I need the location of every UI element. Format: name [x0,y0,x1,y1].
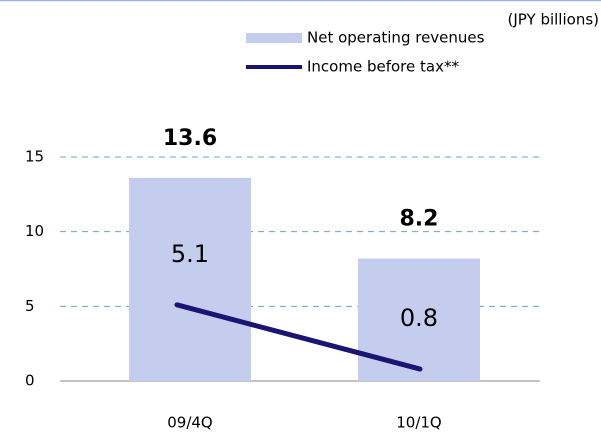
legend-label: Income before tax** [307,58,459,76]
line-value-label: 0.8 [400,304,438,332]
y-tick-label: 10 [25,222,44,240]
bar-value-label: 13.6 [163,126,217,151]
y-tick-label: 0 [25,372,35,390]
legend-label: Net operating revenues [307,29,485,47]
line-value-label: 5.1 [171,240,209,268]
legend-swatch [246,33,302,43]
y-tick-label: 5 [25,297,35,315]
unit-label: (JPY billions) [508,11,599,29]
bar-value-label: 8.2 [400,207,439,232]
legend: Net operating revenues Income before tax*… [246,29,485,76]
x-tick-label: 09/4Q [167,414,213,432]
y-tick-label: 15 [25,148,44,166]
line [174,302,423,372]
x-tick-label: 10/1Q [396,414,442,432]
bar [129,177,251,381]
